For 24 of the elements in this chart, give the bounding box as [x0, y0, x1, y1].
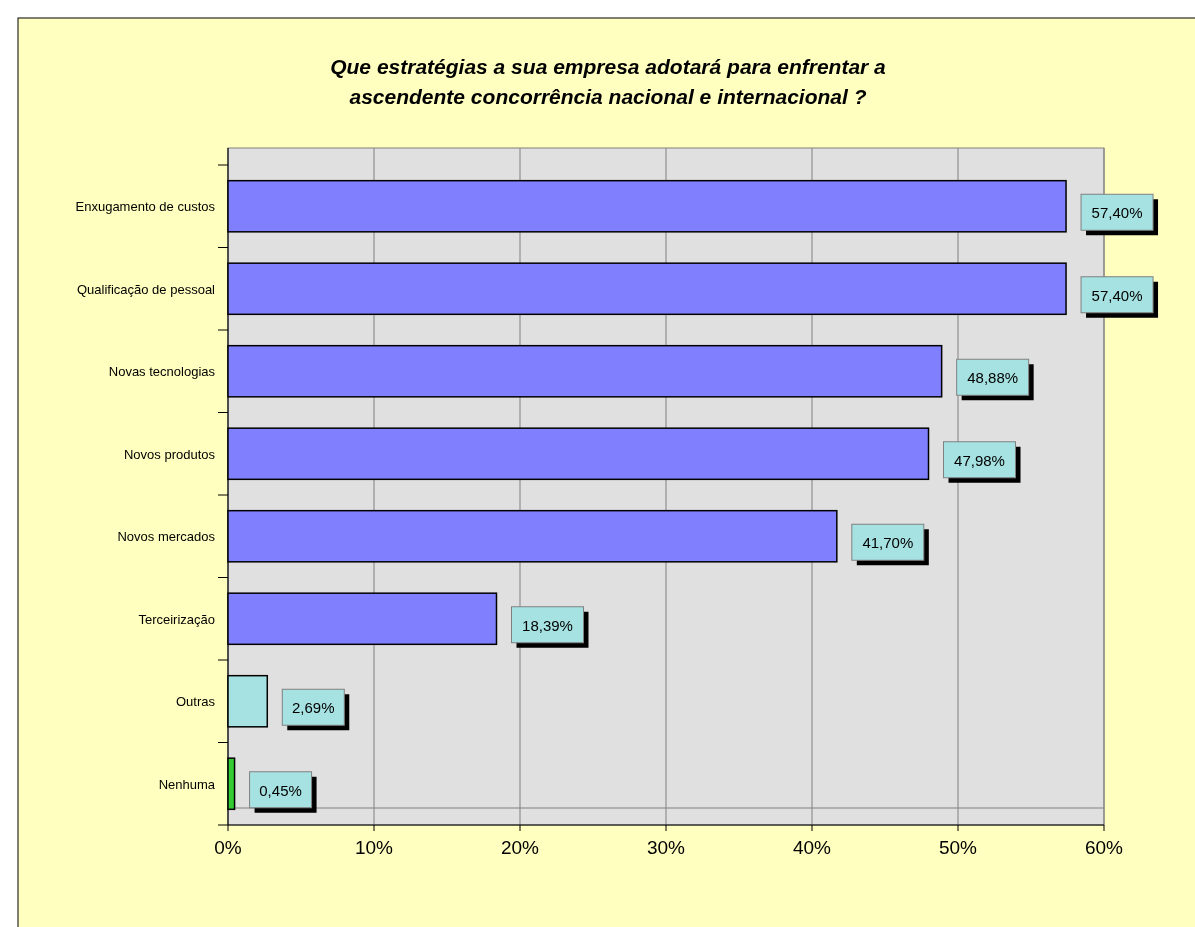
y-tick-label: Terceirização	[138, 611, 215, 627]
data-label: 2,69%	[292, 699, 335, 717]
x-tick-label: 20%	[500, 837, 540, 858]
x-tick-label: 10%	[354, 837, 394, 858]
y-tick-label: Enxugamento de custos	[75, 199, 216, 215]
y-tick-label: Outras	[175, 694, 216, 710]
x-tick-label: 30%	[646, 837, 686, 858]
y-tick-label: Nenhuma	[158, 776, 216, 792]
y-tick-label: Novos mercados	[117, 529, 216, 545]
chart-title: Que estratégias a sua empresa adotará para enfrentar a ascendente concorrência nacional e internacional ?	[330, 55, 887, 108]
x-tick-label: 40%	[792, 837, 832, 858]
y-tick-label: Qualificação de pessoal	[76, 281, 216, 297]
y-tick-label: Novos produtos	[123, 446, 216, 462]
data-label: 0,45%	[259, 781, 302, 799]
x-tick-label: 0%	[214, 837, 242, 858]
data-label: 47,98%	[954, 451, 1005, 469]
x-tick-label: 50%	[938, 837, 978, 858]
data-label: 18,39%	[522, 616, 573, 634]
y-tick-label: Novas tecnologias	[108, 364, 216, 380]
data-label: 48,88%	[967, 369, 1019, 387]
data-label: 41,70%	[862, 534, 914, 552]
x-tick-label: 60%	[1084, 837, 1124, 858]
data-label: 57,40%	[1091, 204, 1143, 222]
data-label: 57,40%	[1091, 286, 1143, 304]
